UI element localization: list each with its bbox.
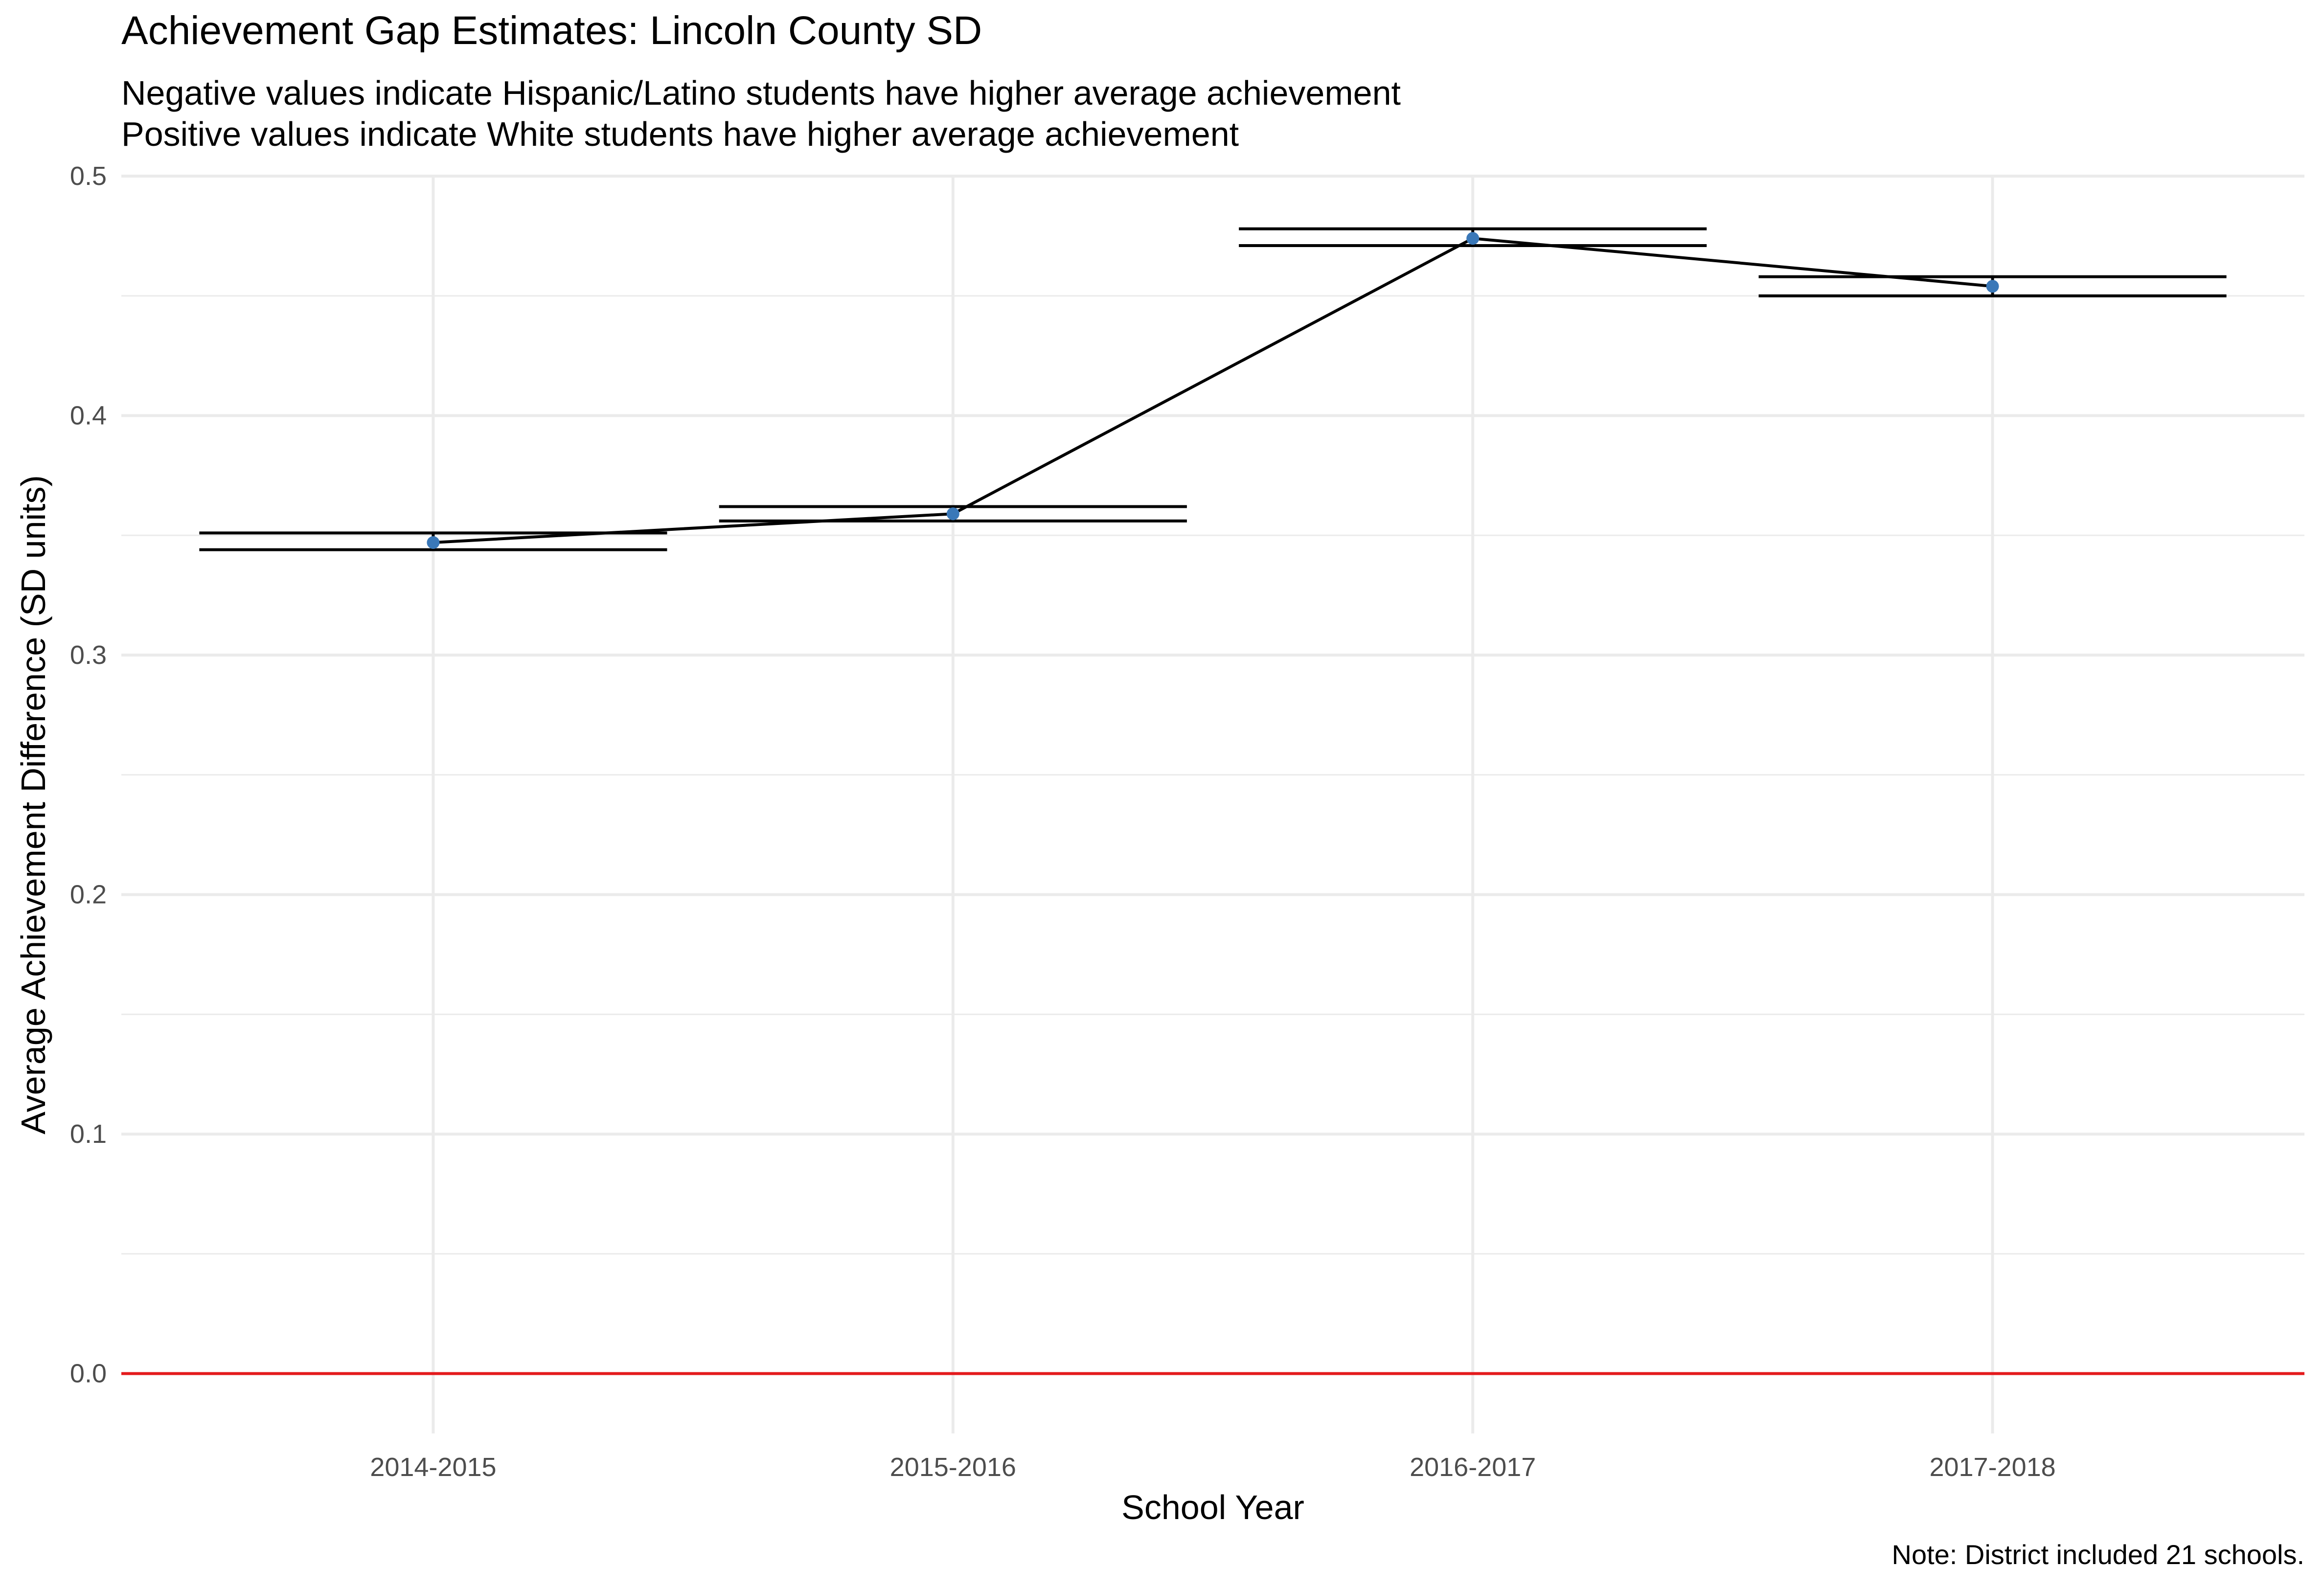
chart-subtitle: Negative values indicate Hispanic/Latino… [121, 72, 1401, 155]
data-point [946, 507, 959, 521]
data-point [427, 536, 440, 549]
error-bars [199, 227, 2227, 551]
series-line-group [433, 237, 1993, 544]
data-points [427, 232, 1999, 549]
y-tick-label: 0.4 [70, 401, 107, 431]
y-tick-label: 0.3 [70, 640, 107, 670]
series-line [433, 237, 1993, 544]
subtitle-line-2: Positive values indicate White students … [121, 115, 1239, 153]
x-axis-ticks: 2014-2015 2015-2016 2016-2017 2017-2018 [370, 1453, 2055, 1482]
grid-lines [121, 175, 2304, 1433]
x-axis-title: School Year [1121, 1488, 1304, 1526]
data-point [1986, 280, 1999, 293]
x-tick-label: 2017-2018 [1929, 1453, 2055, 1482]
y-axis-title: Average Achievement Difference (SD units… [14, 475, 52, 1135]
chart-title: Achievement Gap Estimates: Lincoln Count… [121, 8, 982, 53]
x-tick-label: 2016-2017 [1410, 1453, 1536, 1482]
y-axis-ticks: 0.0 0.1 0.2 0.3 0.4 0.5 [70, 161, 107, 1388]
x-tick-label: 2015-2016 [890, 1453, 1016, 1482]
y-tick-label: 0.2 [70, 880, 107, 909]
chart-caption: Note: District included 21 schools. [1891, 1539, 2305, 1570]
y-tick-label: 0.1 [70, 1119, 107, 1149]
y-tick-label: 0.0 [70, 1359, 107, 1388]
x-tick-label: 2014-2015 [370, 1453, 496, 1482]
y-tick-label: 0.5 [70, 161, 107, 191]
subtitle-line-1: Negative values indicate Hispanic/Latino… [121, 74, 1401, 112]
data-point [1466, 232, 1480, 245]
